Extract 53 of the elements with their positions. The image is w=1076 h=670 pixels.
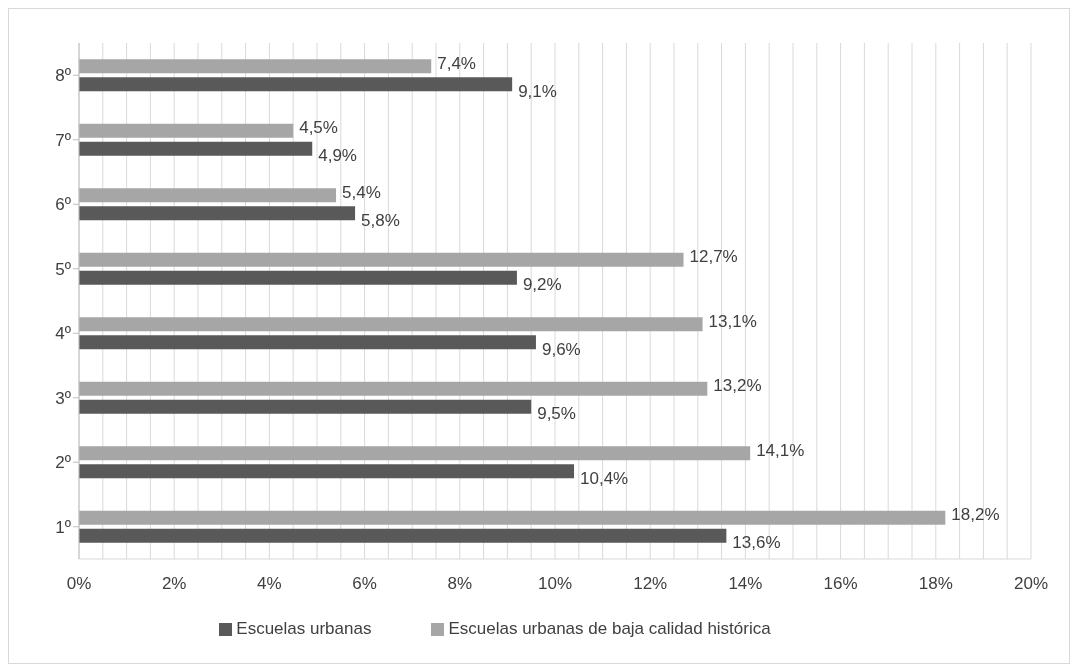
y-tick-label: 1º — [55, 517, 71, 537]
x-tick-label: 4% — [257, 574, 282, 594]
y-tick-label: 2º — [55, 453, 71, 473]
bar — [79, 446, 751, 461]
legend-label: Escuelas urbanas de baja calidad histórica — [448, 619, 771, 638]
y-tick-label: 7º — [55, 130, 71, 150]
x-tick-label: 2% — [161, 574, 187, 594]
x-tick-label: 14% — [728, 574, 763, 594]
data-label: 13,6% — [732, 533, 781, 553]
x-tick-label: 0% — [66, 574, 92, 594]
bar — [79, 141, 313, 156]
data-label: 9,1% — [518, 81, 557, 101]
bar — [79, 252, 684, 267]
bar — [79, 206, 356, 221]
y-tick-label: 4º — [55, 324, 71, 344]
bar — [79, 317, 703, 332]
y-tick-label: 8º — [55, 66, 71, 86]
x-tick-label: 12% — [633, 574, 668, 594]
y-tick-label: 5º — [55, 259, 71, 279]
bar — [79, 335, 536, 350]
data-label: 5,8% — [361, 210, 400, 230]
data-label: 9,6% — [541, 339, 581, 359]
data-label: 13,2% — [713, 376, 762, 396]
bar — [79, 59, 432, 74]
x-tick-label: 20% — [1013, 574, 1049, 594]
bar — [79, 123, 294, 138]
data-label: 4,5% — [299, 118, 338, 138]
x-tick-label: 18% — [918, 574, 953, 594]
data-label: 10,4% — [580, 468, 629, 488]
bar — [79, 528, 727, 543]
x-tick-label: 8% — [447, 574, 473, 594]
y-tick-label: 6º — [55, 195, 71, 215]
bar — [79, 381, 708, 396]
bar — [79, 188, 337, 203]
data-label: 18,2% — [951, 505, 1000, 525]
data-label: 13,1% — [708, 311, 757, 331]
data-label: 14,1% — [756, 440, 805, 460]
bar — [79, 77, 513, 92]
data-label: 9,2% — [522, 275, 562, 295]
bar — [79, 464, 575, 479]
data-label: 7,4% — [437, 53, 476, 73]
data-label: 5,4% — [342, 182, 381, 202]
bar — [79, 399, 532, 414]
x-tick-label: 6% — [352, 574, 377, 594]
y-tick-label: 3º — [55, 388, 71, 408]
data-label: 4,9% — [318, 146, 357, 166]
legend-label: Escuelas urbanas — [236, 619, 372, 638]
data-label: 12,7% — [689, 247, 738, 267]
data-label: 9,5% — [537, 404, 576, 424]
bar — [79, 510, 946, 525]
bar — [79, 270, 517, 285]
x-tick-label: 10% — [537, 574, 573, 594]
x-tick-label: 16% — [823, 574, 858, 594]
